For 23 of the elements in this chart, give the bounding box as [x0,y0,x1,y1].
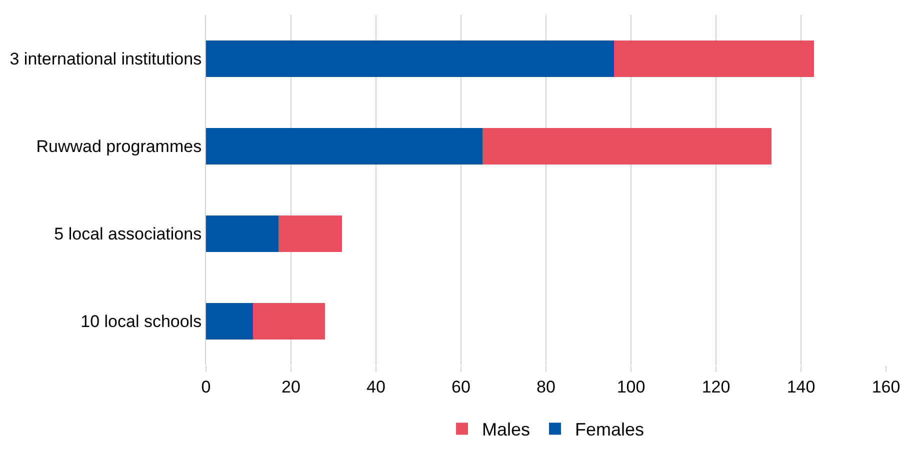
bar [614,40,814,78]
bar [206,302,253,340]
x-tick-label: 20 [282,377,300,396]
x-tick-label: 140 [786,377,816,396]
bar [206,128,482,165]
bar [206,215,278,252]
x-tick-label: 80 [536,377,556,396]
y-tick-label: 5 local associations [54,224,202,244]
x-tick-label: 0 [201,377,211,396]
bar [278,215,342,252]
y-tick-label: Ruwwad programmes [36,137,202,156]
y-tick-label: 3 international institutions [10,50,202,69]
x-tick-label: 60 [452,377,470,396]
legend-label: Females [575,420,644,440]
x-tick-label: 100 [616,377,646,396]
x-tick-label: 120 [702,377,730,396]
bar [252,302,325,340]
legend-label: Males [482,420,530,440]
bar [482,128,772,165]
x-tick-label: 160 [872,377,900,396]
bar [206,40,614,78]
x-tick-label: 40 [366,377,386,396]
y-tick-label: 10 local schools [80,312,202,332]
